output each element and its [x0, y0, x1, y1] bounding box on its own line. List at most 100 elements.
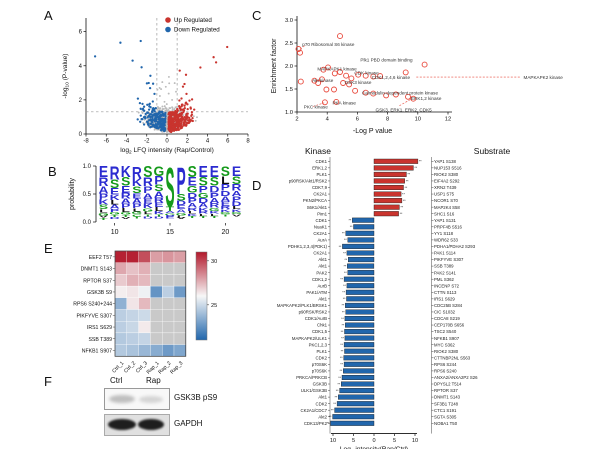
kinase-label: CDK1	[316, 218, 328, 223]
svg-text:0: 0	[165, 139, 169, 145]
svg-text:D: D	[220, 190, 230, 198]
kinase-label: CK2A1	[313, 192, 327, 197]
heatmap-cell	[138, 344, 151, 357]
svg-text:T: T	[199, 216, 207, 219]
kinase-label: CK2A1	[313, 231, 327, 236]
svg-text:1.5: 1.5	[285, 87, 293, 93]
svg-text:V: V	[232, 214, 242, 217]
kinase-label: Akt2	[318, 414, 327, 419]
heatmap-cell	[114, 297, 127, 310]
kinase-annotation: CDK kinase	[354, 71, 379, 76]
sig-marker: **	[340, 278, 343, 282]
sig-marker: **	[340, 363, 343, 367]
svg-text:K: K	[99, 199, 109, 207]
substrate-label: PML S362	[434, 277, 455, 282]
sig-marker: **	[348, 219, 351, 223]
panel-label-d: D	[252, 178, 262, 193]
sig-marker: **	[336, 389, 339, 393]
svg-text:G: G	[109, 212, 120, 216]
substrate-label: EIF4A2 S292	[434, 179, 460, 184]
svg-text:A: A	[165, 211, 175, 214]
svg-text:E: E	[121, 184, 130, 194]
sig-marker: **	[342, 232, 345, 236]
sig-marker: **	[339, 245, 342, 249]
svg-text:C: C	[132, 214, 142, 217]
substrate-label: YY1 S118	[434, 231, 454, 236]
heatmap-cell	[173, 321, 186, 334]
heatmap-cell	[114, 250, 127, 263]
bar	[373, 198, 403, 204]
substrate-label: RIOK2 S380	[434, 349, 459, 354]
colorbar-tick: 25	[211, 303, 217, 309]
kinase-label: PLK1	[316, 172, 327, 177]
bar	[347, 263, 375, 269]
kinase-label: PKC1,2,3	[309, 342, 328, 347]
substrate-label: PAK1 S114	[434, 251, 456, 256]
svg-text:E: E	[143, 198, 152, 206]
kinase-annotation: GSK3 kinase	[345, 80, 372, 85]
svg-text:4: 4	[79, 64, 83, 70]
substrate-label: NUP153 S516	[434, 165, 462, 170]
svg-text:L: L	[155, 207, 164, 213]
bar	[373, 204, 400, 210]
volcano-plot: -8 -6 -4 -2 0 2 4 6 8 0 2 4 6 log2 LFQ intensity (Rap…	[62, 17, 250, 155]
kinase-label: GSK3B	[313, 382, 327, 387]
heatmap-cell	[150, 332, 163, 345]
svg-text:L: L	[188, 211, 196, 215]
kinase-label: MAPKAPK2/PLK1/BRSK1	[277, 303, 328, 308]
svg-text:G: G	[120, 212, 131, 216]
substrate-label: DNMT1 S143	[434, 395, 461, 400]
svg-text:V: V	[99, 215, 109, 218]
sig-marker: **	[341, 350, 344, 354]
svg-text:0: 0	[372, 438, 375, 444]
heatmap-cell	[173, 285, 186, 298]
svg-text:G: G	[142, 208, 153, 213]
svg-text:G: G	[220, 212, 231, 215]
svg-text:K: K	[154, 211, 165, 216]
svg-text:A: A	[220, 196, 230, 204]
svg-text:L: L	[232, 206, 240, 211]
substrate-label: CIC S1032	[434, 310, 456, 315]
svg-text:A: A	[176, 209, 187, 214]
kinase-label: AurB	[317, 283, 327, 288]
bar	[339, 388, 375, 394]
svg-text:R: R	[121, 192, 132, 201]
bar	[373, 185, 404, 191]
heatmap-cell	[126, 344, 139, 357]
svg-text:S: S	[165, 157, 174, 219]
heatmap-cell	[173, 262, 186, 275]
svg-text:T: T	[210, 216, 218, 219]
svg-text:T: T	[121, 215, 129, 218]
kinase-label: p70S6K	[312, 362, 327, 367]
svg-text:P: P	[143, 185, 152, 195]
sig-marker: **	[400, 212, 403, 216]
heatmap-row-label: RPTOR S37	[83, 278, 112, 284]
svg-text:3.0: 3.0	[285, 18, 293, 24]
svg-text:D: D	[143, 216, 153, 219]
kinase-annotation: Plk1 PBD domain binding	[360, 58, 413, 63]
blot-band	[139, 396, 163, 403]
svg-text:A: A	[209, 197, 219, 205]
heatmap-cell	[126, 321, 139, 334]
kinase-label: PAK2	[316, 270, 327, 275]
sig-marker: **	[407, 173, 410, 177]
bar	[343, 355, 375, 361]
svg-text:-8: -8	[83, 139, 89, 145]
svg-text:L: L	[199, 213, 207, 216]
svg-text:G: G	[209, 207, 220, 212]
substrate-label: YAP1 S138	[434, 159, 457, 164]
heatmap-cell	[173, 332, 186, 345]
heatmap-cell	[173, 297, 186, 310]
bar	[345, 309, 375, 315]
heatmap-cell	[173, 309, 186, 322]
bar	[347, 237, 375, 243]
kinase-label: CDK7,9	[312, 185, 328, 190]
sig-marker: **	[339, 369, 342, 373]
blot-label-gapdh: GAPDH	[174, 419, 203, 428]
enrichment-y-label: Enrichment factor	[271, 38, 278, 94]
svg-text:S: S	[154, 183, 163, 193]
svg-text:P: P	[232, 196, 241, 204]
svg-text:P: P	[176, 161, 185, 204]
heatmap-cell	[162, 285, 175, 298]
substrate-label: PIKFYVE S307	[434, 257, 464, 262]
